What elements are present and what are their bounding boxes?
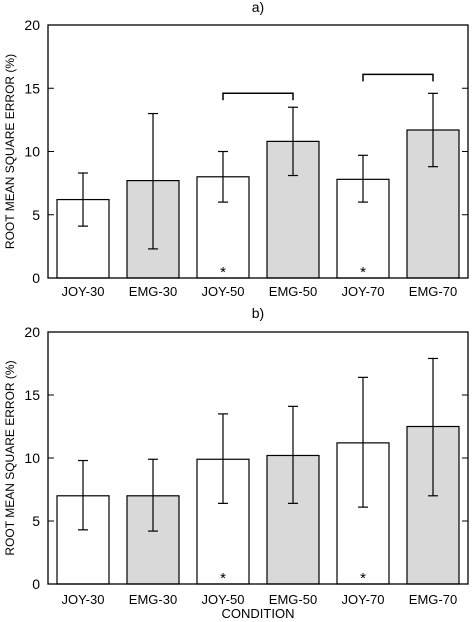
x-tick-label: EMG-70 — [409, 592, 457, 607]
significance-marker: * — [220, 264, 226, 281]
x-tick-label: JOY-50 — [202, 284, 245, 299]
chart-panel-1: a) ROOT MEAN SQUARE ERROR (%) 0 5 10 15 20 JOY-… — [3, 0, 469, 299]
x-axis-label: CONDITION — [222, 606, 295, 621]
plot-frame — [47, 24, 469, 279]
x-tick-label: JOY-30 — [62, 592, 105, 607]
y-tick-label: 15 — [24, 80, 40, 96]
y-tick-label: 10 — [24, 144, 40, 160]
significance-bracket — [222, 92, 294, 101]
x-tick-label: EMG-70 — [409, 284, 457, 299]
y-tick-label: 10 — [24, 450, 40, 466]
x-tick-label: JOY-50 — [202, 592, 245, 607]
y-tick-label: 15 — [24, 387, 40, 403]
x-tick-label: EMG-30 — [129, 284, 177, 299]
y-tick-label: 0 — [32, 270, 40, 286]
x-tick-label: JOY-30 — [62, 284, 105, 299]
chart-title: b) — [252, 305, 264, 321]
significance-marker: * — [220, 570, 226, 587]
y-tick-label: 5 — [32, 513, 40, 529]
y-axis-label: ROOT MEAN SQUARE ERROR (%) — [3, 360, 17, 555]
x-tick-label: EMG-50 — [269, 284, 317, 299]
y-tick-label: 5 — [32, 207, 40, 223]
x-tick-label: EMG-30 — [129, 592, 177, 607]
x-tick-label: EMG-50 — [269, 592, 317, 607]
y-tick-label: 0 — [32, 576, 40, 592]
significance-marker: * — [360, 264, 366, 281]
y-tick-label: 20 — [24, 17, 40, 33]
chart-panel-2: b) ROOT MEAN SQUARE ERROR (%) 0 5 10 15 20 JOY-… — [3, 305, 469, 621]
x-tick-label: JOY-70 — [342, 284, 385, 299]
x-tick-label: JOY-70 — [342, 592, 385, 607]
plot-frame — [47, 331, 469, 585]
y-axis-label: ROOT MEAN SQUARE ERROR (%) — [3, 54, 17, 249]
significance-marker: * — [360, 570, 366, 587]
y-tick-label: 20 — [24, 324, 40, 340]
significance-bracket — [362, 73, 434, 82]
chart-title: a) — [252, 0, 264, 15]
